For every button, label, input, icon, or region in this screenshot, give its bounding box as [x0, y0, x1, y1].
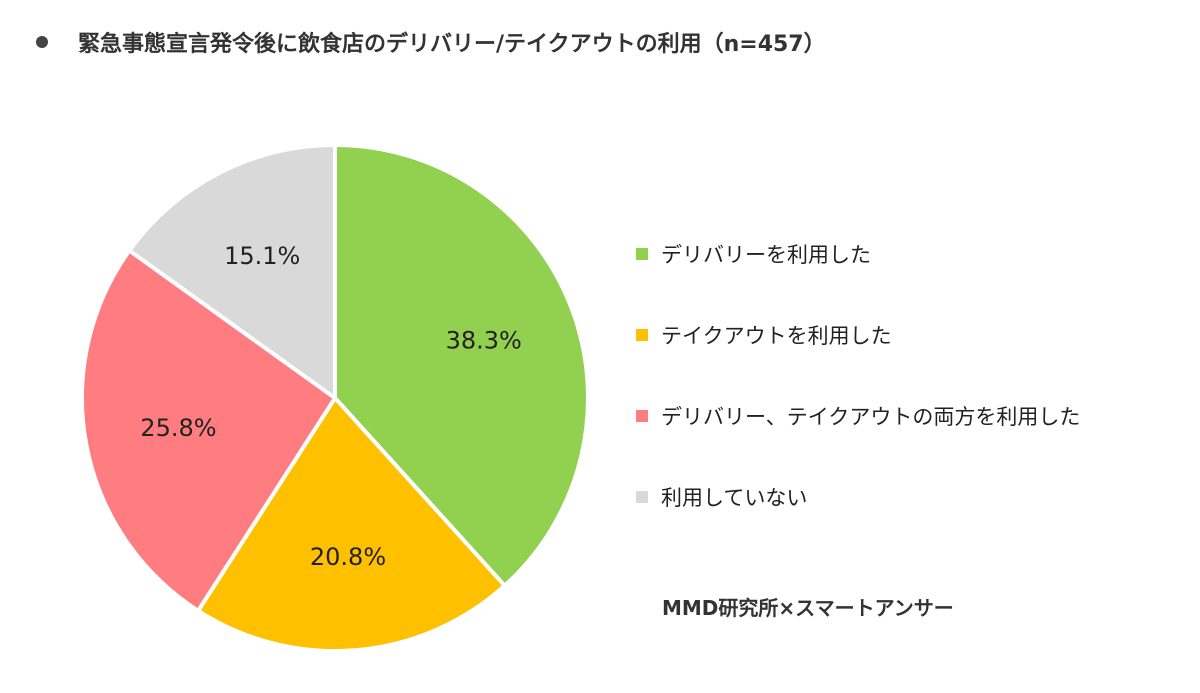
pie-label-takeout: 20.8% — [310, 543, 386, 571]
legend-label-delivery: デリバリーを利用した — [661, 243, 871, 267]
legend-swatch-none — [636, 491, 648, 503]
source-credit: MMD研究所×スマートアンサー — [662, 596, 954, 620]
legend-item-none: 利用していない — [636, 477, 1080, 517]
pie-slice-none — [127, 143, 337, 400]
pie-label-none: 15.1% — [224, 242, 300, 270]
legend-swatch-both — [636, 410, 648, 422]
chart-title: 緊急事態宣言発令後に飲食店のデリバリー/テイクアウトの利用（n=457） — [36, 26, 826, 58]
chart-title-text: 緊急事態宣言発令後に飲食店のデリバリー/テイクアウトの利用（n=457） — [78, 32, 826, 57]
pie-label-delivery: 38.3% — [446, 327, 522, 355]
legend-item-both: デリバリー、テイクアウトの両方を利用した — [636, 396, 1080, 436]
pie-slice-both — [80, 248, 337, 613]
pie-slice-delivery — [333, 143, 590, 588]
legend: デリバリーを利用した テイクアウトを利用した デリバリー、テイクアウトの両方を利… — [636, 234, 1080, 558]
pie-label-both: 25.8% — [140, 414, 216, 442]
title-bullet-icon — [36, 36, 48, 48]
legend-item-delivery: デリバリーを利用した — [636, 234, 1080, 274]
legend-label-takeout: テイクアウトを利用した — [661, 324, 892, 348]
legend-swatch-takeout — [636, 329, 648, 341]
pie-slice-takeout — [196, 396, 507, 653]
legend-label-none: 利用していない — [661, 486, 808, 510]
legend-label-both: デリバリー、テイクアウトの両方を利用した — [661, 405, 1081, 429]
legend-item-takeout: テイクアウトを利用した — [636, 315, 1080, 355]
legend-swatch-delivery — [636, 248, 648, 260]
